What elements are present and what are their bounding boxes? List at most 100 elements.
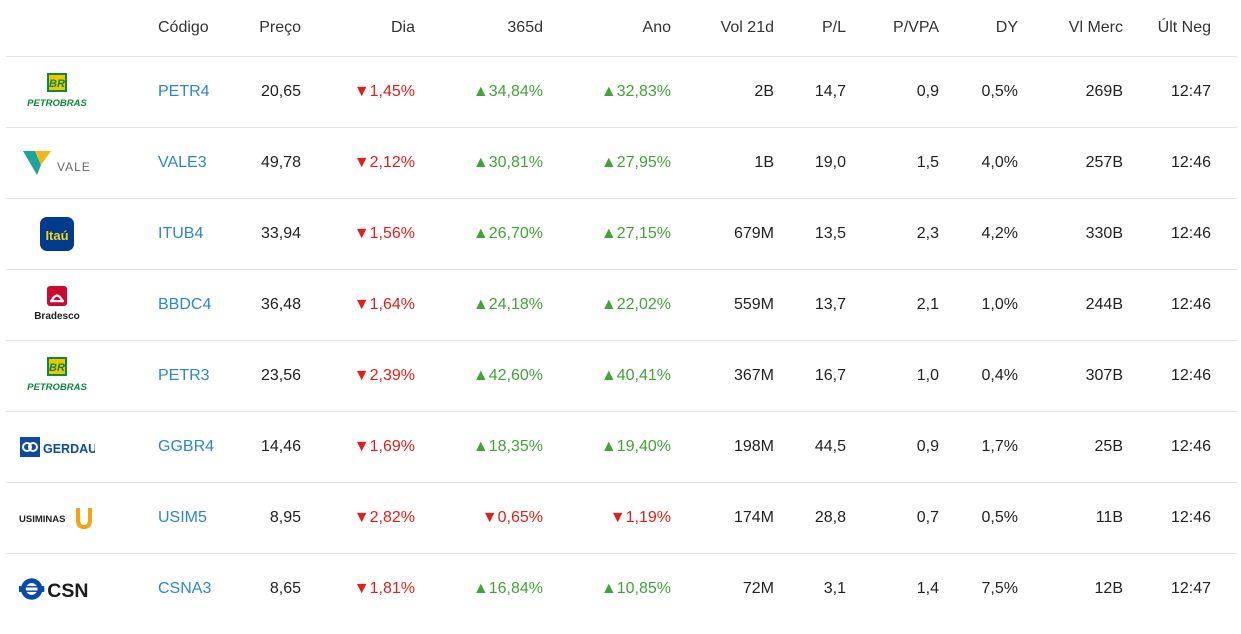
stock-code[interactable]: PETR4 (158, 83, 210, 100)
market-value: 244B (1085, 296, 1123, 313)
vale-logo[interactable]: VALE (18, 128, 96, 198)
market-value: 11B (1095, 509, 1123, 526)
stocks-table: Código Preço Dia 365d Ano Vol 21d P/L P/… (6, 0, 1237, 624)
last-trade-time: 12:46 (1170, 509, 1211, 526)
header-pvpa[interactable]: P/VPA (893, 19, 939, 36)
day-change: ▼2,39% (353, 367, 415, 384)
bradesco-logo[interactable]: Bradesco (18, 270, 96, 340)
day-change: ▼1,81% (353, 580, 415, 597)
price: 23,56 (260, 367, 301, 384)
pl-ratio: 44,5 (814, 438, 846, 455)
change-year: ▲19,40% (600, 438, 671, 455)
change-365d: ▲24,18% (472, 296, 543, 313)
day-change: ▼2,82% (353, 509, 415, 526)
table-row-bbdc4[interactable]: Bradesco BBDC4 36,48 ▼1,64% ▲24,18% ▲22,… (6, 270, 1237, 341)
change-year: ▲27,15% (600, 225, 671, 242)
price: 36,48 (260, 296, 301, 313)
dividend-yield: 1,0% (981, 296, 1018, 313)
stock-code[interactable]: USIM5 (158, 509, 207, 526)
header-preco[interactable]: Preço (259, 19, 301, 36)
dividend-yield: 7,5% (981, 580, 1018, 597)
stock-code[interactable]: CSNA3 (158, 580, 212, 597)
last-trade-time: 12:46 (1170, 225, 1211, 242)
table-row-itub4[interactable]: Itaú ITUB4 33,94 ▼1,56% ▲26,70% ▲27,15% … (6, 199, 1237, 270)
usiminas-logo[interactable]: USIMINAS (18, 483, 96, 553)
pl-ratio: 3,1 (823, 580, 846, 597)
volume-21d: 679M (733, 225, 774, 242)
svg-text:BR: BR (49, 362, 65, 374)
svg-text:PETROBRAS: PETROBRAS (27, 382, 87, 393)
header-vol21d[interactable]: Vol 21d (720, 19, 774, 36)
change-year: ▲40,41% (600, 367, 671, 384)
day-change: ▼1,56% (353, 225, 415, 242)
table-row-usim5[interactable]: USIMINAS USIM5 8,95 ▼2,82% ▼0,65% ▼1,19%… (6, 483, 1237, 554)
table-row-petr4[interactable]: BR PETROBRAS PETR4 20,65 ▼1,45% ▲34,84% … (6, 57, 1237, 128)
change-365d: ▲18,35% (472, 438, 543, 455)
pl-ratio: 14,7 (814, 83, 846, 100)
table-row-petr3[interactable]: BR PETROBRAS PETR3 23,56 ▼2,39% ▲42,60% … (6, 341, 1237, 412)
day-change: ▼1,69% (353, 438, 415, 455)
volume-21d: 72M (742, 580, 774, 597)
header-dia[interactable]: Dia (390, 19, 415, 36)
day-change: ▼2,12% (353, 154, 415, 171)
change-year: ▲27,95% (600, 154, 671, 171)
header-codigo[interactable]: Código (158, 19, 209, 36)
petrobras-logo[interactable]: BR PETROBRAS (18, 341, 96, 411)
svg-text:Bradesco: Bradesco (34, 311, 80, 322)
pvpa-ratio: 1,5 (916, 154, 939, 171)
change-365d: ▲34,84% (472, 83, 543, 100)
gerdau-logo[interactable]: GERDAU (18, 412, 96, 482)
market-value: 257B (1085, 154, 1123, 171)
market-value: 25B (1094, 438, 1123, 455)
dividend-yield: 4,0% (981, 154, 1018, 171)
header-vlmerc[interactable]: Vl Merc (1068, 19, 1123, 36)
pvpa-ratio: 1,4 (916, 580, 939, 597)
volume-21d: 2B (754, 83, 774, 100)
change-year: ▲22,02% (600, 296, 671, 313)
svg-text:BR: BR (49, 78, 65, 90)
header-ano[interactable]: Ano (642, 19, 671, 36)
dividend-yield: 0,5% (981, 83, 1018, 100)
stock-code[interactable]: PETR3 (158, 367, 210, 384)
volume-21d: 198M (733, 438, 774, 455)
last-trade-time: 12:46 (1170, 154, 1211, 171)
pl-ratio: 13,7 (814, 296, 846, 313)
petrobras-logo[interactable]: BR PETROBRAS (18, 57, 96, 127)
svg-text:PETROBRAS: PETROBRAS (27, 98, 87, 109)
svg-text:VALE: VALE (57, 160, 91, 174)
stock-code[interactable]: VALE3 (158, 154, 207, 171)
pvpa-ratio: 2,1 (916, 296, 939, 313)
day-change: ▼1,45% (353, 83, 415, 100)
table-row-vale3[interactable]: VALE VALE3 49,78 ▼2,12% ▲30,81% ▲27,95% … (6, 128, 1237, 199)
table-row-ggbr4[interactable]: GERDAU GGBR4 14,46 ▼1,69% ▲18,35% ▲19,40… (6, 412, 1237, 483)
header-dy[interactable]: DY (995, 19, 1018, 36)
csn-logo[interactable]: CSN (18, 554, 96, 624)
dividend-yield: 0,5% (981, 509, 1018, 526)
price: 33,94 (260, 225, 301, 242)
change-year: ▲10,85% (600, 580, 671, 597)
last-trade-time: 12:47 (1170, 580, 1211, 597)
change-365d: ▼0,65% (481, 509, 543, 526)
itau-logo[interactable]: Itaú (18, 199, 96, 269)
stock-code[interactable]: BBDC4 (158, 296, 212, 313)
pvpa-ratio: 0,9 (916, 83, 939, 100)
stock-code[interactable]: GGBR4 (158, 438, 215, 455)
price: 8,95 (269, 509, 301, 526)
change-year: ▼1,19% (609, 509, 671, 526)
table-row-csna3[interactable]: CSN CSNA3 8,65 ▼1,81% ▲16,84% ▲10,85% 72… (6, 554, 1237, 624)
header-ultneg[interactable]: Últ Neg (1157, 19, 1211, 36)
dividend-yield: 4,2% (981, 225, 1018, 242)
header-pl[interactable]: P/L (821, 19, 846, 36)
change-365d: ▲30,81% (472, 154, 543, 171)
pl-ratio: 28,8 (814, 509, 846, 526)
stock-code[interactable]: ITUB4 (158, 225, 204, 242)
change-365d: ▲16,84% (472, 580, 543, 597)
volume-21d: 174M (733, 509, 774, 526)
header-365d[interactable]: 365d (507, 19, 543, 36)
pl-ratio: 13,5 (814, 225, 846, 242)
market-value: 12B (1094, 580, 1123, 597)
svg-text:Itaú: Itaú (45, 228, 68, 243)
volume-21d: 367M (733, 367, 774, 384)
price: 14,46 (260, 438, 301, 455)
svg-text:CSN: CSN (47, 580, 88, 602)
